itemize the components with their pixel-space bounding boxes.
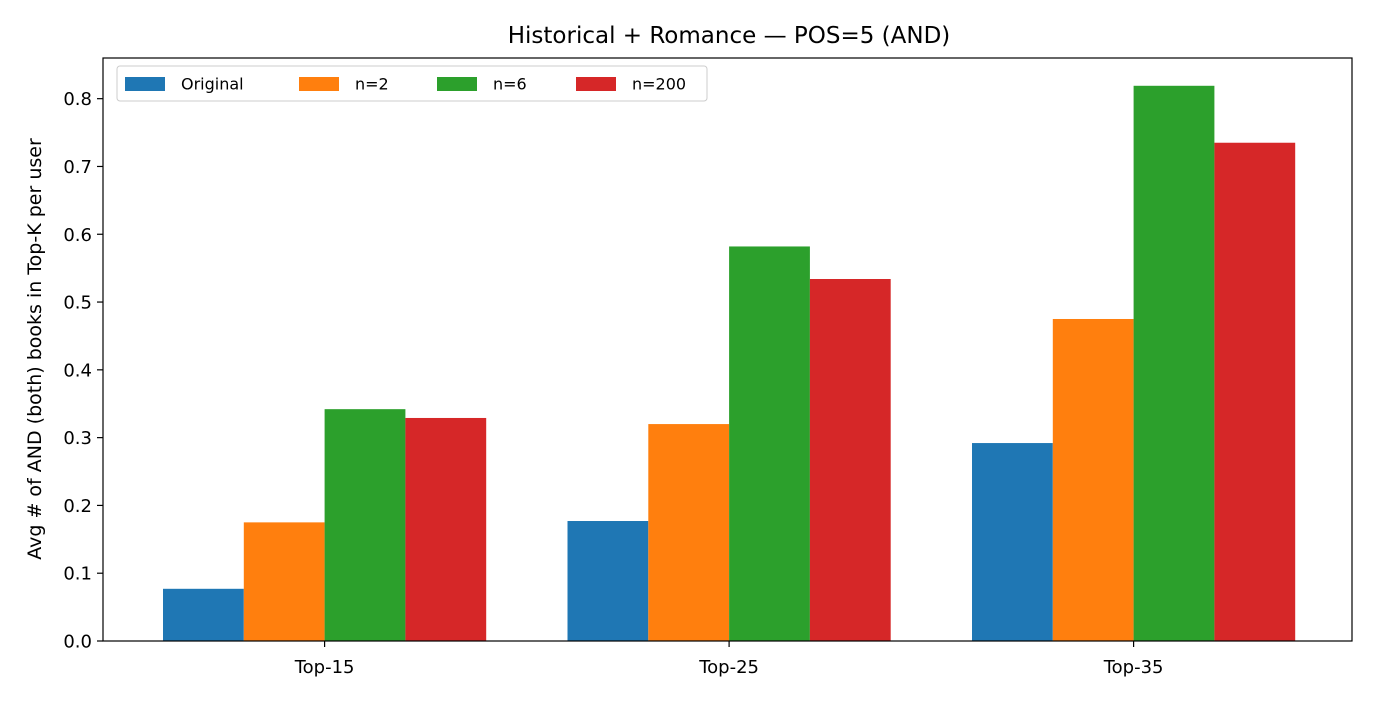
legend-box [116, 65, 708, 102]
legend-label: n=6 [493, 75, 527, 94]
y-tick-label: 0.1 [63, 564, 92, 585]
bar-n-6-top-25 [729, 246, 810, 641]
legend-label: Original [181, 75, 244, 94]
bar-n-200-top-15 [405, 417, 487, 641]
bar-original-top-25 [567, 521, 649, 641]
bars-layer [163, 85, 1296, 642]
bar-original-top-35 [972, 443, 1053, 641]
legend-swatch-original [125, 77, 165, 91]
axes-layer: 0.0 0.1 0.2 0.3 0.4 0.5 0.6 0.7 0.8 Top-15 Top-25 T… [63, 57, 1353, 678]
x-tick-label: Top-15 [294, 657, 355, 678]
bar-n-6-top-15 [324, 409, 406, 641]
y-tick-label: 0.8 [63, 89, 92, 110]
y-tick-label: 0.2 [63, 496, 92, 517]
x-tick-label: Top-25 [698, 657, 759, 678]
y-tick-label: 0.4 [63, 360, 92, 381]
legend-label: n=200 [632, 75, 686, 94]
x-tick-label: Top-35 [1103, 657, 1164, 678]
bar-n-6-top-35 [1133, 85, 1215, 642]
bar-n-2-top-15 [243, 522, 325, 641]
plot-frame [102, 57, 1353, 642]
legend-swatch-n-200 [576, 77, 616, 91]
bar-n-200-top-35 [1214, 142, 1296, 642]
chart-title: Historical + Romance — POS=5 (AND) [508, 23, 951, 49]
legend-swatch-n-6 [437, 77, 477, 91]
y-tick-label: 0.6 [63, 225, 92, 246]
legend: Original n=2 n=6 n=200 [116, 65, 708, 102]
y-tick-label: 0.0 [63, 632, 92, 653]
legend-swatch-n-2 [299, 77, 339, 91]
y-tick-label: 0.5 [63, 293, 92, 314]
y-tick-label: 0.3 [63, 428, 92, 449]
bar-n-2-top-35 [1052, 318, 1134, 641]
bar-original-top-15 [163, 588, 244, 641]
y-axis-label: Avg # of AND (both) books in Top-K per u… [24, 138, 46, 560]
bar-n-2-top-25 [648, 424, 730, 641]
y-tick-label: 0.7 [63, 157, 92, 178]
bar-n-200-top-25 [809, 279, 891, 641]
legend-label: n=2 [355, 75, 389, 94]
